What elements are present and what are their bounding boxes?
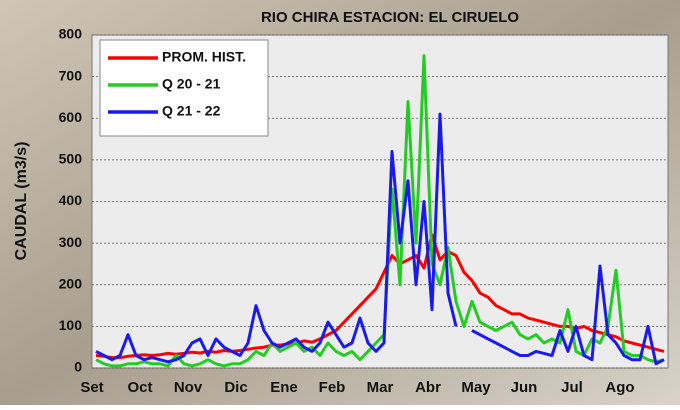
series-line (95, 112, 458, 364)
legend-label: Q 21 - 22 (162, 103, 221, 119)
x-tick-label: Feb (319, 379, 346, 396)
x-tick-label: Ene (270, 379, 298, 396)
x-tick-label: Nov (174, 379, 203, 396)
x-tick-label: Jul (561, 379, 583, 396)
y-tick-label: 800 (59, 26, 83, 42)
x-tick-label: Abr (415, 379, 441, 396)
series-line (95, 54, 665, 368)
legend-label: PROM. HIST. (162, 49, 246, 65)
series-line (95, 233, 665, 360)
y-tick-label: 600 (59, 109, 83, 125)
y-tick-label: 500 (59, 151, 83, 167)
x-tick-label: Dic (224, 379, 247, 396)
y-tick-label: 400 (59, 192, 83, 208)
y-axis-label: CAUDAL (m3/s) (13, 142, 30, 261)
x-tick-label: Set (80, 379, 103, 396)
chart-title: RIO CHIRA ESTACION: EL CIRUELO (261, 9, 519, 26)
series-line (471, 264, 665, 366)
x-tick-label: Oct (127, 379, 152, 396)
y-tick-label: 100 (59, 317, 83, 333)
y-tick-label: 0 (74, 359, 82, 375)
legend-box (99, 39, 269, 137)
x-tick-label: Ago (605, 379, 634, 396)
legend-label: Q 20 - 21 (162, 76, 221, 92)
x-tick-label: May (461, 379, 491, 396)
x-tick-label: Jun (511, 379, 538, 396)
y-tick-label: 300 (59, 234, 83, 250)
x-tick-label: Mar (367, 379, 394, 396)
y-tick-label: 700 (59, 67, 83, 83)
y-tick-label: 200 (59, 275, 83, 291)
